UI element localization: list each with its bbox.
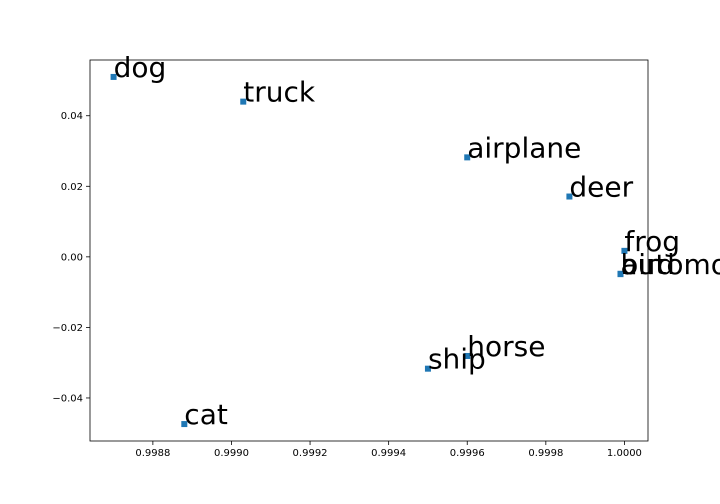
data-point-deer bbox=[566, 193, 573, 200]
data-point-airplane bbox=[464, 154, 471, 161]
data-point-cat bbox=[181, 421, 188, 428]
y-tick-label: 0.02 bbox=[61, 182, 83, 193]
x-tick-label: 0.9988 bbox=[135, 448, 170, 459]
x-tick-label: 0.9992 bbox=[293, 448, 328, 459]
data-point-frog bbox=[621, 247, 628, 254]
point-label-airplane: airplane bbox=[467, 131, 581, 164]
plot-frame bbox=[89, 59, 649, 442]
data-point-ship bbox=[424, 365, 431, 372]
x-tick-label: 1.0000 bbox=[607, 448, 642, 459]
x-tick-label: 0.9990 bbox=[214, 448, 249, 459]
data-point-automobile bbox=[617, 271, 624, 278]
points-layer bbox=[110, 73, 628, 428]
data-point-dog bbox=[110, 73, 117, 80]
x-axis: 0.9988 0.9990 0.9992 0.9994 0.9996 0.9998 1.00… bbox=[135, 441, 642, 459]
point-label-ship: ship bbox=[428, 343, 486, 376]
data-point-truck bbox=[240, 98, 247, 105]
point-label-truck: truck bbox=[243, 76, 316, 109]
data-point-horse bbox=[464, 352, 471, 359]
point-label-cat: cat bbox=[184, 398, 228, 431]
y-axis: −0.04 −0.02 0.00 0.02 0.04 bbox=[52, 111, 90, 404]
y-tick-label: 0.00 bbox=[61, 252, 83, 263]
y-tick-label: −0.04 bbox=[52, 393, 83, 404]
point-label-frog: frog bbox=[624, 225, 680, 258]
point-label-automobile: automobile bbox=[620, 248, 720, 281]
point-label-horse: horse bbox=[467, 330, 545, 363]
y-tick-label: −0.02 bbox=[52, 323, 83, 334]
point-label-deer: deer bbox=[569, 171, 633, 204]
x-tick-label: 0.9994 bbox=[371, 448, 406, 459]
point-label-dog: dog bbox=[114, 51, 167, 84]
point-labels-layer: dogtruckairplanedeerfrogbirdautomobileho… bbox=[114, 51, 720, 431]
x-tick-label: 0.9998 bbox=[528, 448, 563, 459]
y-tick-label: 0.04 bbox=[61, 111, 83, 122]
x-tick-label: 0.9996 bbox=[450, 448, 485, 459]
